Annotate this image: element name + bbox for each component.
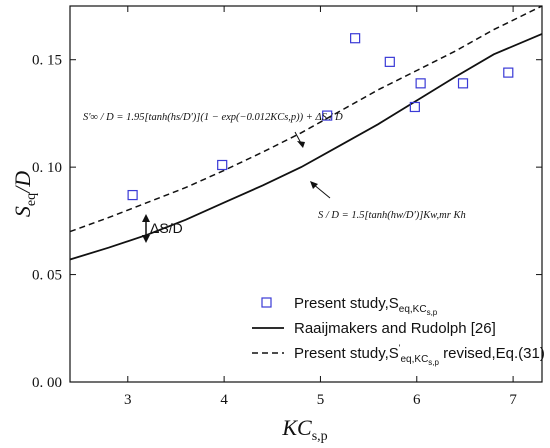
equation-upper: S'∞ / D = 1.95[tanh(hs/D')](1 − exp(−0.0… [83,112,343,123]
legend-label-present-study: Present study,Seq,KCs,p [294,295,438,317]
delta-arrow-down [142,235,150,243]
x-tick-label: 5 [317,392,325,408]
y-tick-label: 0. 10 [32,160,62,176]
y-tick-label: 0. 00 [32,375,62,391]
legend-label-raaijmakers: Raaijmakers and Rudolph [26] [294,320,496,337]
x-tick-label: 4 [220,392,228,408]
y-axis-title-sub: eq [24,193,39,206]
data-point [457,78,469,89]
legend-label-revised: Present study,S'eq,KCs,p revised,Eq.(31) [294,343,545,367]
data-point [350,33,361,44]
data-point [217,159,228,171]
x-axis-title: KCs,p [281,415,327,444]
x-tick-label: 3 [124,392,132,408]
y-axis-title-main: S [10,206,35,217]
series-points [127,33,514,201]
x-axis-title-sub: s,p [312,429,328,444]
legend-marker-present-study [261,297,272,308]
series-lines [69,5,543,261]
equation-lower: S / D = 1.5[tanh(hw/D')]Kw,mr Kh [318,210,466,221]
equation-upper-arrowhead [297,141,305,148]
y-axis-ticks: 0. 00 0. 05 0. 10 0. 15 [32,53,542,391]
y-axis-title-suffix: /D [10,171,35,195]
revised-curve [69,5,543,233]
x-tick-label: 7 [509,392,517,408]
delta-label: ΔS/D [150,220,183,236]
y-tick-label: 0. 15 [32,53,62,69]
y-tick-label: 0. 05 [32,268,62,284]
data-point [503,67,514,78]
data-point [322,110,333,121]
x-axis-ticks: 3 4 5 6 7 [124,6,517,408]
legend: Present study,Seq,KCs,p Raaijmakers and … [252,295,545,367]
data-point [409,101,420,113]
equation-lower-arrow [312,183,331,199]
x-tick-label: 6 [413,392,421,408]
equation-lower-arrowhead [310,181,318,189]
data-point [415,78,426,89]
delta-arrow-up [142,214,150,222]
data-point [384,56,395,67]
data-point [127,189,138,201]
x-axis-title-main: KC [281,415,312,440]
y-axis-title: Seq/D [10,171,39,217]
plot-frame [69,5,543,383]
raaijmakers-curve [69,33,543,261]
